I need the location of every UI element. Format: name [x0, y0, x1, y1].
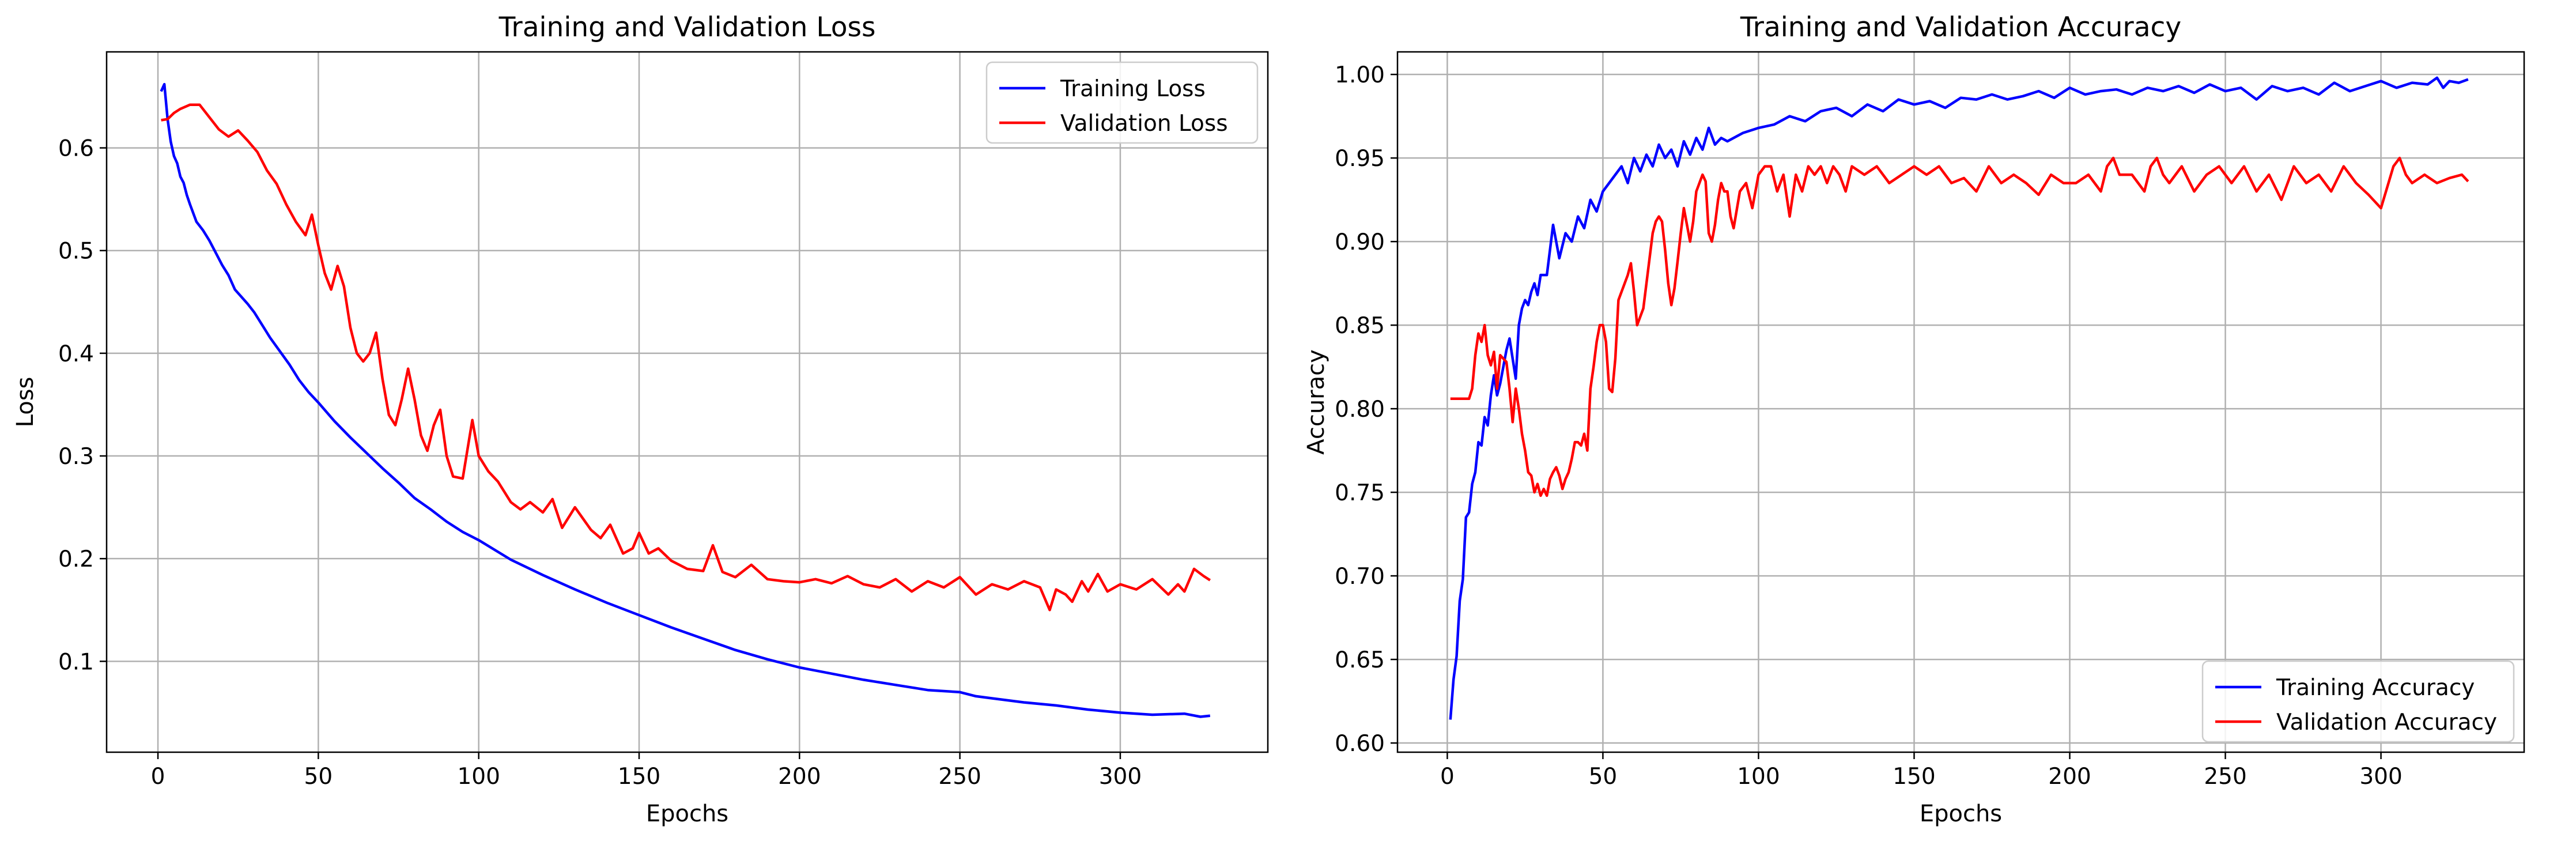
y-tick-label: 0.70 — [1335, 564, 1385, 590]
y-tick-label: 0.1 — [58, 649, 94, 675]
x-tick-label: 100 — [457, 764, 500, 790]
legend-label-training: Training Loss — [1060, 76, 1206, 102]
x-tick-label: 50 — [1589, 764, 1618, 790]
x-tick-label: 150 — [618, 764, 660, 790]
y-tick-label: 0.60 — [1335, 731, 1385, 757]
legend-box — [2201, 660, 2515, 743]
axes-frame — [1396, 51, 2525, 753]
y-tick-label: 0.85 — [1335, 313, 1385, 339]
x-tick-label: 100 — [1737, 764, 1780, 790]
accuracy-plot: 0 50 100 150 200 250 300 0.60 0.65 0.70 0.75 0.80 0.… — [1303, 12, 2525, 827]
y-tick-label: 0.3 — [58, 444, 94, 470]
legend-label-validation: Validation Accuracy — [2276, 710, 2497, 735]
loss-plot: 0 50 100 150 200 250 300 0.1 0.2 0.3 0.4 0.5 0.6 Trai… — [12, 12, 1269, 827]
x-tick-label: 150 — [1893, 764, 1935, 790]
x-tick-label: 200 — [2048, 764, 2091, 790]
legend-label-training: Training Accuracy — [2276, 675, 2475, 701]
x-tick-label: 50 — [304, 764, 333, 790]
y-tick-label: 0.75 — [1335, 480, 1385, 506]
chart-title: Training and Validation Loss — [498, 12, 876, 43]
legend-box — [985, 61, 1259, 144]
x-axis-label: Epochs — [1920, 801, 2002, 827]
y-tick-label: 0.65 — [1335, 647, 1385, 673]
y-tick-label: 0.5 — [58, 239, 94, 265]
y-tick-label: 0.4 — [58, 341, 94, 367]
y-tick-label: 0.2 — [58, 546, 94, 572]
x-tick-label: 0 — [151, 764, 165, 790]
x-tick-label: 250 — [2204, 764, 2246, 790]
x-tick-label: 200 — [778, 764, 821, 790]
y-tick-label: 1.00 — [1335, 62, 1385, 88]
y-tick-label: 0.80 — [1335, 397, 1385, 423]
legend-label-validation: Validation Loss — [1060, 111, 1228, 137]
y-axis-label: Loss — [12, 377, 39, 428]
x-tick-label: 0 — [1440, 764, 1455, 790]
series-line-validation — [161, 103, 1211, 612]
series-line-training — [1449, 76, 2469, 720]
y-tick-label: 0.6 — [58, 136, 94, 162]
axes-frame — [105, 51, 1269, 753]
x-tick-label: 300 — [1099, 764, 1142, 790]
y-tick-label: 0.95 — [1335, 146, 1385, 172]
x-tick-label: 250 — [938, 764, 981, 790]
series-line-training — [160, 82, 1211, 718]
y-axis-label: Accuracy — [1303, 349, 1329, 455]
x-tick-label: 300 — [2359, 764, 2402, 790]
x-axis-label: Epochs — [646, 801, 728, 827]
chart-title: Training and Validation Accuracy — [1740, 12, 2181, 43]
y-tick-label: 0.90 — [1335, 229, 1385, 255]
series-line-validation — [1450, 156, 2469, 497]
